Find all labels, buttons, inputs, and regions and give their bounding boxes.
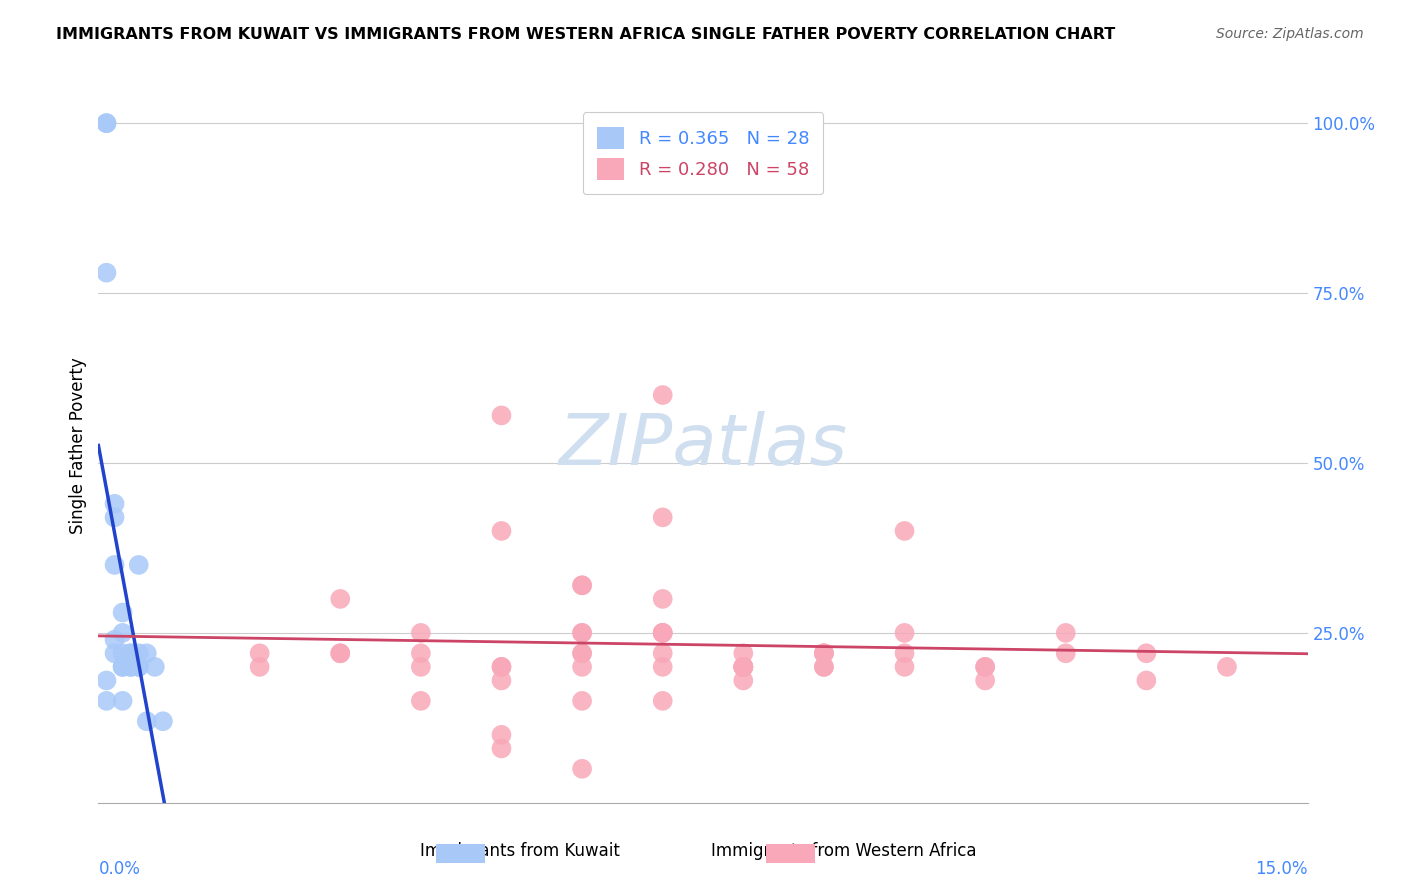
Point xyxy=(651,388,673,402)
Point xyxy=(733,660,755,674)
Text: Source: ZipAtlas.com: Source: ZipAtlas.com xyxy=(1216,27,1364,41)
Point xyxy=(96,694,118,708)
Point xyxy=(571,646,593,660)
Point xyxy=(651,626,673,640)
Point xyxy=(491,409,513,423)
Point xyxy=(893,646,915,660)
Point xyxy=(571,694,593,708)
Point xyxy=(120,646,142,660)
Point xyxy=(249,660,271,674)
Point xyxy=(733,673,755,688)
Point xyxy=(96,266,118,280)
Point xyxy=(813,646,835,660)
Point xyxy=(491,741,513,756)
Point xyxy=(128,558,150,572)
Point xyxy=(491,524,513,538)
Point xyxy=(733,660,755,674)
Point xyxy=(120,660,142,674)
Point xyxy=(120,660,142,674)
Point xyxy=(651,626,673,640)
Point xyxy=(974,660,997,674)
Point xyxy=(1054,626,1077,640)
Point xyxy=(571,660,593,674)
Point xyxy=(571,626,593,640)
Point xyxy=(1216,660,1239,674)
Point xyxy=(571,578,593,592)
Point xyxy=(893,524,915,538)
Point xyxy=(111,660,134,674)
Point xyxy=(491,660,513,674)
Point xyxy=(733,646,755,660)
Point xyxy=(120,646,142,660)
Point xyxy=(152,714,174,729)
Point xyxy=(409,646,432,660)
Point xyxy=(813,660,835,674)
Text: Immigrants from Western Africa: Immigrants from Western Africa xyxy=(711,842,976,860)
Point xyxy=(893,626,915,640)
Point xyxy=(571,762,593,776)
Point xyxy=(103,497,125,511)
Text: ZIPatlas: ZIPatlas xyxy=(558,411,848,481)
Point xyxy=(103,646,125,660)
Y-axis label: Single Father Poverty: Single Father Poverty xyxy=(69,358,87,534)
Point xyxy=(651,591,673,606)
Point xyxy=(111,694,134,708)
Point xyxy=(96,116,118,130)
Point xyxy=(813,646,835,660)
Point xyxy=(135,646,157,660)
Point xyxy=(813,660,835,674)
Point xyxy=(128,646,150,660)
Point xyxy=(651,626,673,640)
Text: IMMIGRANTS FROM KUWAIT VS IMMIGRANTS FROM WESTERN AFRICA SINGLE FATHER POVERTY C: IMMIGRANTS FROM KUWAIT VS IMMIGRANTS FRO… xyxy=(56,27,1115,42)
Point xyxy=(135,714,157,729)
Point xyxy=(111,626,134,640)
Point xyxy=(1135,646,1157,660)
Point xyxy=(329,591,352,606)
Text: 15.0%: 15.0% xyxy=(1256,860,1308,878)
Point xyxy=(249,646,271,660)
Point xyxy=(491,660,513,674)
Point xyxy=(651,510,673,524)
Text: 0.0%: 0.0% xyxy=(98,860,141,878)
Point xyxy=(974,660,997,674)
Point xyxy=(111,660,134,674)
Point xyxy=(571,578,593,592)
Point xyxy=(111,606,134,620)
Text: Immigrants from Kuwait: Immigrants from Kuwait xyxy=(420,842,620,860)
Point xyxy=(571,646,593,660)
Point xyxy=(1054,646,1077,660)
Point xyxy=(409,694,432,708)
Point xyxy=(651,646,673,660)
Point xyxy=(96,673,118,688)
Point xyxy=(571,626,593,640)
Point xyxy=(329,646,352,660)
Point xyxy=(103,632,125,647)
Point xyxy=(409,626,432,640)
Legend: R = 0.365   N = 28, R = 0.280   N = 58: R = 0.365 N = 28, R = 0.280 N = 58 xyxy=(582,112,824,194)
Point xyxy=(128,660,150,674)
Point xyxy=(733,660,755,674)
Point xyxy=(813,646,835,660)
Point xyxy=(893,660,915,674)
Point xyxy=(491,673,513,688)
Point xyxy=(329,646,352,660)
Point xyxy=(409,660,432,674)
Point xyxy=(103,510,125,524)
Point xyxy=(491,728,513,742)
Point xyxy=(733,660,755,674)
Point xyxy=(103,558,125,572)
Point xyxy=(651,660,673,674)
Point xyxy=(96,116,118,130)
Point xyxy=(143,660,166,674)
Point xyxy=(128,660,150,674)
Point xyxy=(733,660,755,674)
Point xyxy=(974,673,997,688)
Point xyxy=(1135,673,1157,688)
Point xyxy=(111,646,134,660)
Point xyxy=(651,694,673,708)
